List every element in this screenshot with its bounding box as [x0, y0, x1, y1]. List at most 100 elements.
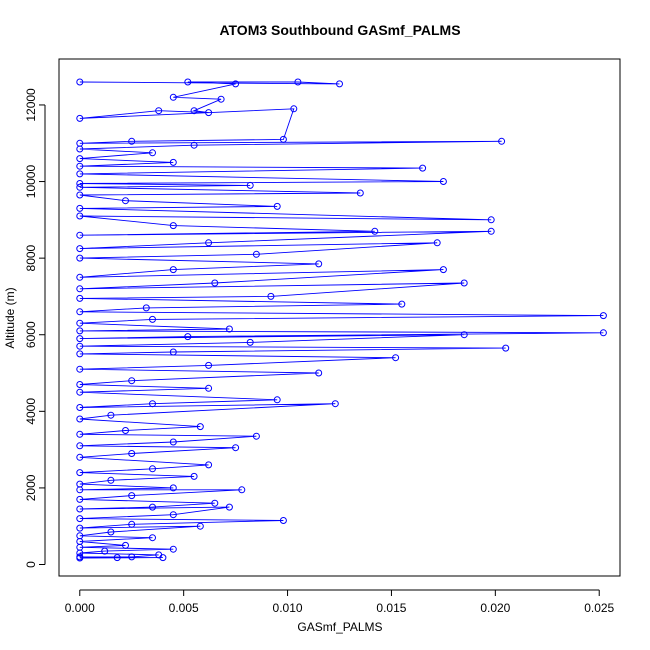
x-axis: 0.000 0.005 0.010 0.015 0.020 0.025 [65, 589, 615, 615]
data-point [190, 107, 198, 115]
data-point [122, 197, 129, 205]
data-point [252, 250, 260, 258]
data-point [169, 438, 177, 446]
data-point [128, 553, 136, 561]
y-axis: 0 2000 4000 6000 8000 10000 12000 [24, 88, 46, 568]
y-tick-label: 0 [24, 561, 38, 568]
data-point [252, 432, 260, 440]
data-point [76, 285, 84, 293]
data-point [76, 486, 84, 494]
y-tick-label: 2000 [24, 474, 38, 501]
data-point [76, 170, 84, 178]
data-point [76, 245, 84, 253]
data-point [76, 231, 84, 239]
data-point [76, 162, 84, 170]
data-point [76, 273, 84, 281]
data-point [279, 517, 287, 524]
data-point [76, 342, 84, 350]
data-point [169, 511, 177, 519]
data-point [184, 78, 192, 86]
data-point [76, 212, 84, 220]
data-point [290, 105, 298, 113]
data-point [205, 384, 213, 392]
y-tick-label: 4000 [24, 398, 38, 425]
data-point [76, 430, 84, 438]
data-point [76, 308, 84, 316]
data-point [76, 453, 84, 461]
data-point [76, 554, 84, 562]
data-point [196, 522, 204, 530]
data-point [128, 137, 136, 145]
data-point [122, 541, 129, 549]
data-point [76, 388, 84, 396]
series-layer [76, 78, 607, 562]
data-point [76, 442, 84, 450]
data-point [76, 114, 84, 122]
x-tick-label: 0.000 [65, 601, 95, 615]
data-point [232, 444, 240, 452]
data-point [267, 292, 275, 300]
data-point [205, 109, 213, 117]
data-point [76, 155, 84, 163]
data-point [76, 145, 84, 153]
data-point [76, 381, 84, 388]
data-point [76, 404, 84, 411]
data-point [169, 93, 177, 101]
data-point [155, 107, 163, 115]
y-tick-label: 8000 [24, 244, 38, 271]
data-point [315, 369, 323, 377]
x-tick-label: 0.015 [376, 601, 406, 615]
data-point [76, 180, 84, 187]
data-point [149, 503, 156, 511]
data-point [76, 294, 84, 302]
data-point [113, 554, 121, 562]
data-point [149, 465, 156, 473]
chart-title: ATOM3 Southbound GASmf_PALMS [219, 22, 460, 38]
data-point [336, 80, 343, 88]
data-point [169, 266, 177, 274]
data-point [371, 227, 379, 235]
data-point [149, 149, 156, 157]
data-point [232, 80, 240, 88]
data-point [205, 461, 213, 469]
plot-frame [58, 58, 621, 577]
data-point [76, 415, 84, 423]
data-point [398, 300, 406, 308]
y-tick-label: 6000 [24, 321, 38, 348]
data-point [76, 549, 84, 557]
data-point [169, 484, 177, 492]
data-point [149, 315, 156, 323]
data-point [460, 331, 468, 339]
data-point [107, 528, 115, 536]
data-point [128, 377, 136, 385]
data-point [439, 178, 447, 185]
x-tick-label: 0.010 [273, 601, 303, 615]
data-point [419, 164, 427, 172]
series-line [79, 81, 604, 559]
data-point [211, 279, 219, 287]
y-tick-label: 10000 [24, 165, 38, 199]
data-point [294, 78, 302, 86]
data-point [599, 312, 607, 320]
data-point [217, 95, 225, 103]
data-point [498, 137, 506, 145]
data-point [439, 266, 447, 274]
data-point [196, 423, 204, 431]
data-point [128, 492, 136, 500]
data-point [225, 503, 233, 511]
data-point [122, 427, 129, 434]
data-point [76, 524, 84, 532]
data-point [76, 505, 84, 513]
data-point [76, 469, 84, 477]
x-axis-label: GASmf_PALMS [297, 620, 382, 634]
data-point [107, 411, 115, 419]
data-point [76, 350, 84, 358]
data-point [225, 325, 233, 333]
data-point [433, 239, 441, 247]
data-point [190, 141, 198, 149]
data-point [238, 486, 246, 494]
data-point [76, 254, 84, 262]
data-point [273, 396, 281, 404]
data-point [205, 361, 213, 369]
data-point [169, 348, 177, 356]
